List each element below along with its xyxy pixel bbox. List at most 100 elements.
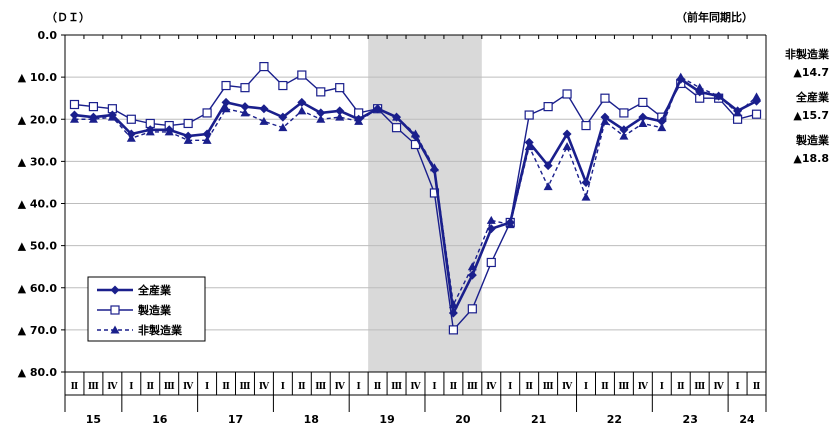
legend-marker	[110, 325, 120, 334]
data-point	[221, 104, 231, 113]
data-point	[69, 110, 79, 120]
data-point	[752, 96, 762, 106]
quarter-label: Ⅳ	[335, 382, 346, 392]
data-point	[316, 108, 326, 118]
data-point	[259, 104, 269, 114]
data-point	[581, 120, 591, 131]
data-point	[278, 112, 288, 122]
data-point	[335, 106, 345, 116]
data-point	[448, 308, 458, 318]
data-point	[657, 123, 667, 132]
quarter-label: Ⅲ	[88, 382, 99, 392]
quarter-label: Ⅱ	[450, 382, 458, 392]
quarter-label: Ⅳ	[486, 382, 497, 392]
data-point	[202, 129, 212, 139]
quarter-label: Ⅳ	[714, 382, 725, 392]
quarter-label: Ⅰ	[508, 382, 512, 392]
quarter-label: Ⅰ	[660, 382, 664, 392]
quarter-label: Ⅱ	[677, 382, 685, 392]
data-point	[259, 116, 269, 125]
quarter-label: Ⅲ	[694, 382, 705, 392]
data-point	[619, 108, 629, 118]
data-point	[467, 304, 477, 314]
data-point	[543, 161, 553, 171]
legend-label: 全産業	[137, 283, 172, 297]
quarter-label: Ⅳ	[410, 382, 421, 392]
year-label: 21	[531, 413, 546, 424]
quarter-label: Ⅳ	[562, 382, 573, 392]
y-tick-label: ▲ 10.0	[18, 71, 58, 84]
data-point	[524, 137, 534, 147]
quarter-label: Ⅲ	[391, 382, 402, 392]
data-point	[373, 104, 383, 114]
data-point	[676, 74, 686, 84]
data-point	[562, 89, 572, 99]
data-point	[581, 177, 591, 187]
quarter-label: Ⅲ	[618, 382, 629, 392]
data-point	[619, 131, 629, 140]
series-0	[69, 74, 762, 318]
year-label: 22	[607, 413, 622, 424]
quarter-label: Ⅰ	[205, 382, 209, 392]
data-point	[638, 97, 648, 108]
data-point	[335, 112, 345, 121]
end-label-name: 非製造業	[785, 47, 830, 61]
data-point	[391, 123, 402, 133]
data-point	[486, 215, 496, 224]
quarter-label: Ⅳ	[183, 382, 194, 392]
quarter-label: Ⅱ	[525, 382, 533, 392]
data-point	[752, 92, 762, 101]
data-point	[107, 110, 117, 120]
data-point	[183, 118, 193, 129]
data-point	[259, 61, 269, 72]
data-point	[126, 129, 136, 139]
y-tick-label: ▲ 60.0	[18, 282, 58, 295]
data-point	[164, 125, 174, 135]
quarter-label: Ⅰ	[129, 382, 133, 392]
data-point	[145, 125, 155, 135]
plot-area: 0.0 ▲ 10.0 ▲ 20.0 ▲ 30.0 ▲ 40.0 ▲ 50.0 ▲ 60.0 ▲…	[18, 29, 830, 424]
data-point	[600, 112, 610, 122]
legend-marker	[110, 285, 120, 295]
quarter-label: Ⅰ	[432, 382, 436, 392]
quarter-label: Ⅱ	[601, 382, 609, 392]
data-point	[392, 112, 402, 122]
data-point	[657, 116, 667, 126]
data-point	[562, 142, 572, 151]
quarter-label: Ⅲ	[467, 382, 478, 392]
data-point	[581, 192, 591, 201]
data-point	[505, 217, 515, 227]
y-tick-label: ▲ 50.0	[18, 240, 58, 253]
legend-label: 非製造業	[138, 323, 183, 337]
year-label: 15	[86, 413, 101, 424]
end-label-name: 製造業	[795, 133, 830, 147]
data-point	[562, 129, 572, 139]
y-tick-label: ▲ 80.0	[18, 366, 58, 379]
end-annotations: 非製造業 ▲14.7 全産業 ▲15.7 製造業 ▲18.8	[785, 47, 830, 165]
y-tick-label: ▲ 20.0	[18, 113, 58, 126]
y-tick-label: 0.0	[38, 29, 58, 42]
legend-box	[87, 276, 206, 342]
quarter-label: Ⅳ	[638, 382, 649, 392]
quarter-label: Ⅱ	[222, 382, 230, 392]
data-point	[638, 118, 648, 127]
end-label-value: ▲14.7	[793, 66, 829, 79]
year-label: 20	[455, 413, 471, 424]
y-tick-label: ▲ 70.0	[18, 324, 58, 337]
data-point	[448, 325, 458, 335]
data-point	[69, 99, 80, 110]
corner-label: （前年同期比）	[676, 10, 753, 24]
data-point	[486, 257, 496, 268]
quarter-label: Ⅰ	[735, 382, 739, 392]
legend-label: 製造業	[137, 303, 172, 317]
quarter-label: Ⅳ	[259, 382, 270, 392]
data-point	[88, 102, 99, 112]
data-point	[240, 83, 250, 93]
data-point	[486, 224, 496, 234]
data-point	[733, 106, 743, 116]
quarter-label: Ⅱ	[298, 382, 306, 392]
data-point	[202, 108, 212, 118]
data-point	[543, 102, 553, 112]
data-point	[240, 102, 250, 112]
